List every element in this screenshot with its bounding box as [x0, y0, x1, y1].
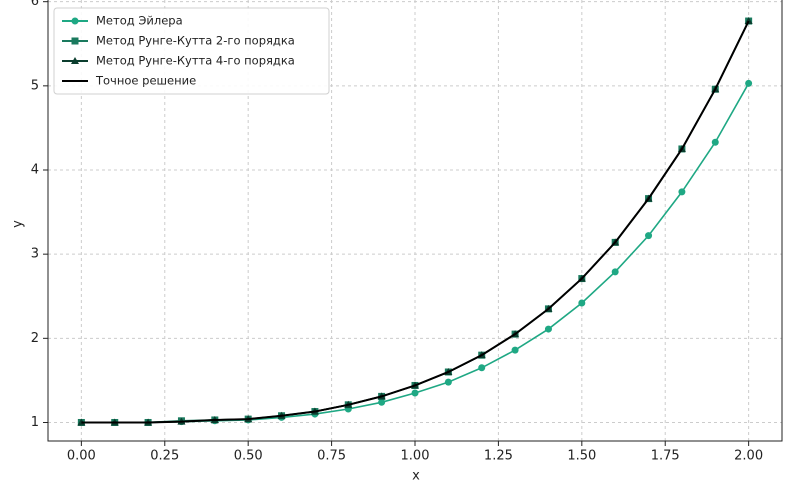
- point: [544, 325, 552, 333]
- point: [578, 299, 586, 307]
- point: [71, 17, 79, 25]
- point: [378, 398, 386, 406]
- point: [745, 79, 753, 87]
- legend-label: Точное решение: [95, 74, 196, 88]
- x-tick-label: 1.25: [484, 449, 513, 464]
- x-tick-label: 1.00: [401, 449, 430, 464]
- legend-label: Метод Рунге-Кутта 4-го порядка: [96, 54, 295, 68]
- x-tick-label: 2.00: [734, 449, 763, 464]
- y-tick-label: 6: [31, 0, 39, 9]
- x-tick-label: 0.50: [234, 449, 263, 464]
- point: [71, 57, 79, 64]
- axes-frame: [47, 0, 783, 442]
- x-tick-label: 0.75: [317, 449, 346, 464]
- point: [645, 232, 653, 240]
- series-line: [81, 20, 750, 424]
- point: [511, 346, 519, 354]
- y-tick-label: 2: [31, 331, 39, 346]
- y-tick-label: 1: [31, 415, 39, 430]
- point: [678, 188, 686, 196]
- legend-label: Метод Эйлера: [96, 14, 183, 28]
- point: [611, 268, 619, 276]
- y-tick-label: 3: [31, 247, 39, 262]
- legend: Метод Эйлера Метод Рунге-Кутта 2-го поряд…: [53, 7, 330, 95]
- point: [478, 364, 486, 372]
- point: [411, 389, 419, 397]
- y-tick-label: 4: [31, 163, 39, 178]
- x-tick-label: 0.25: [150, 449, 179, 464]
- x-tick-label: 1.75: [651, 449, 680, 464]
- x-tick-label: 0.00: [67, 449, 96, 464]
- legend-box: [53, 7, 330, 95]
- point: [711, 138, 719, 146]
- legend-label: Метод Рунге-Кутта 2-го порядка: [96, 34, 295, 48]
- point: [71, 37, 79, 45]
- point: [444, 378, 452, 386]
- point: [744, 17, 753, 25]
- y-tick-label: 5: [31, 78, 39, 93]
- y-axis-label: y: [11, 220, 26, 228]
- x-axis-label: x: [412, 469, 420, 484]
- x-tick-label: 1.50: [567, 449, 596, 464]
